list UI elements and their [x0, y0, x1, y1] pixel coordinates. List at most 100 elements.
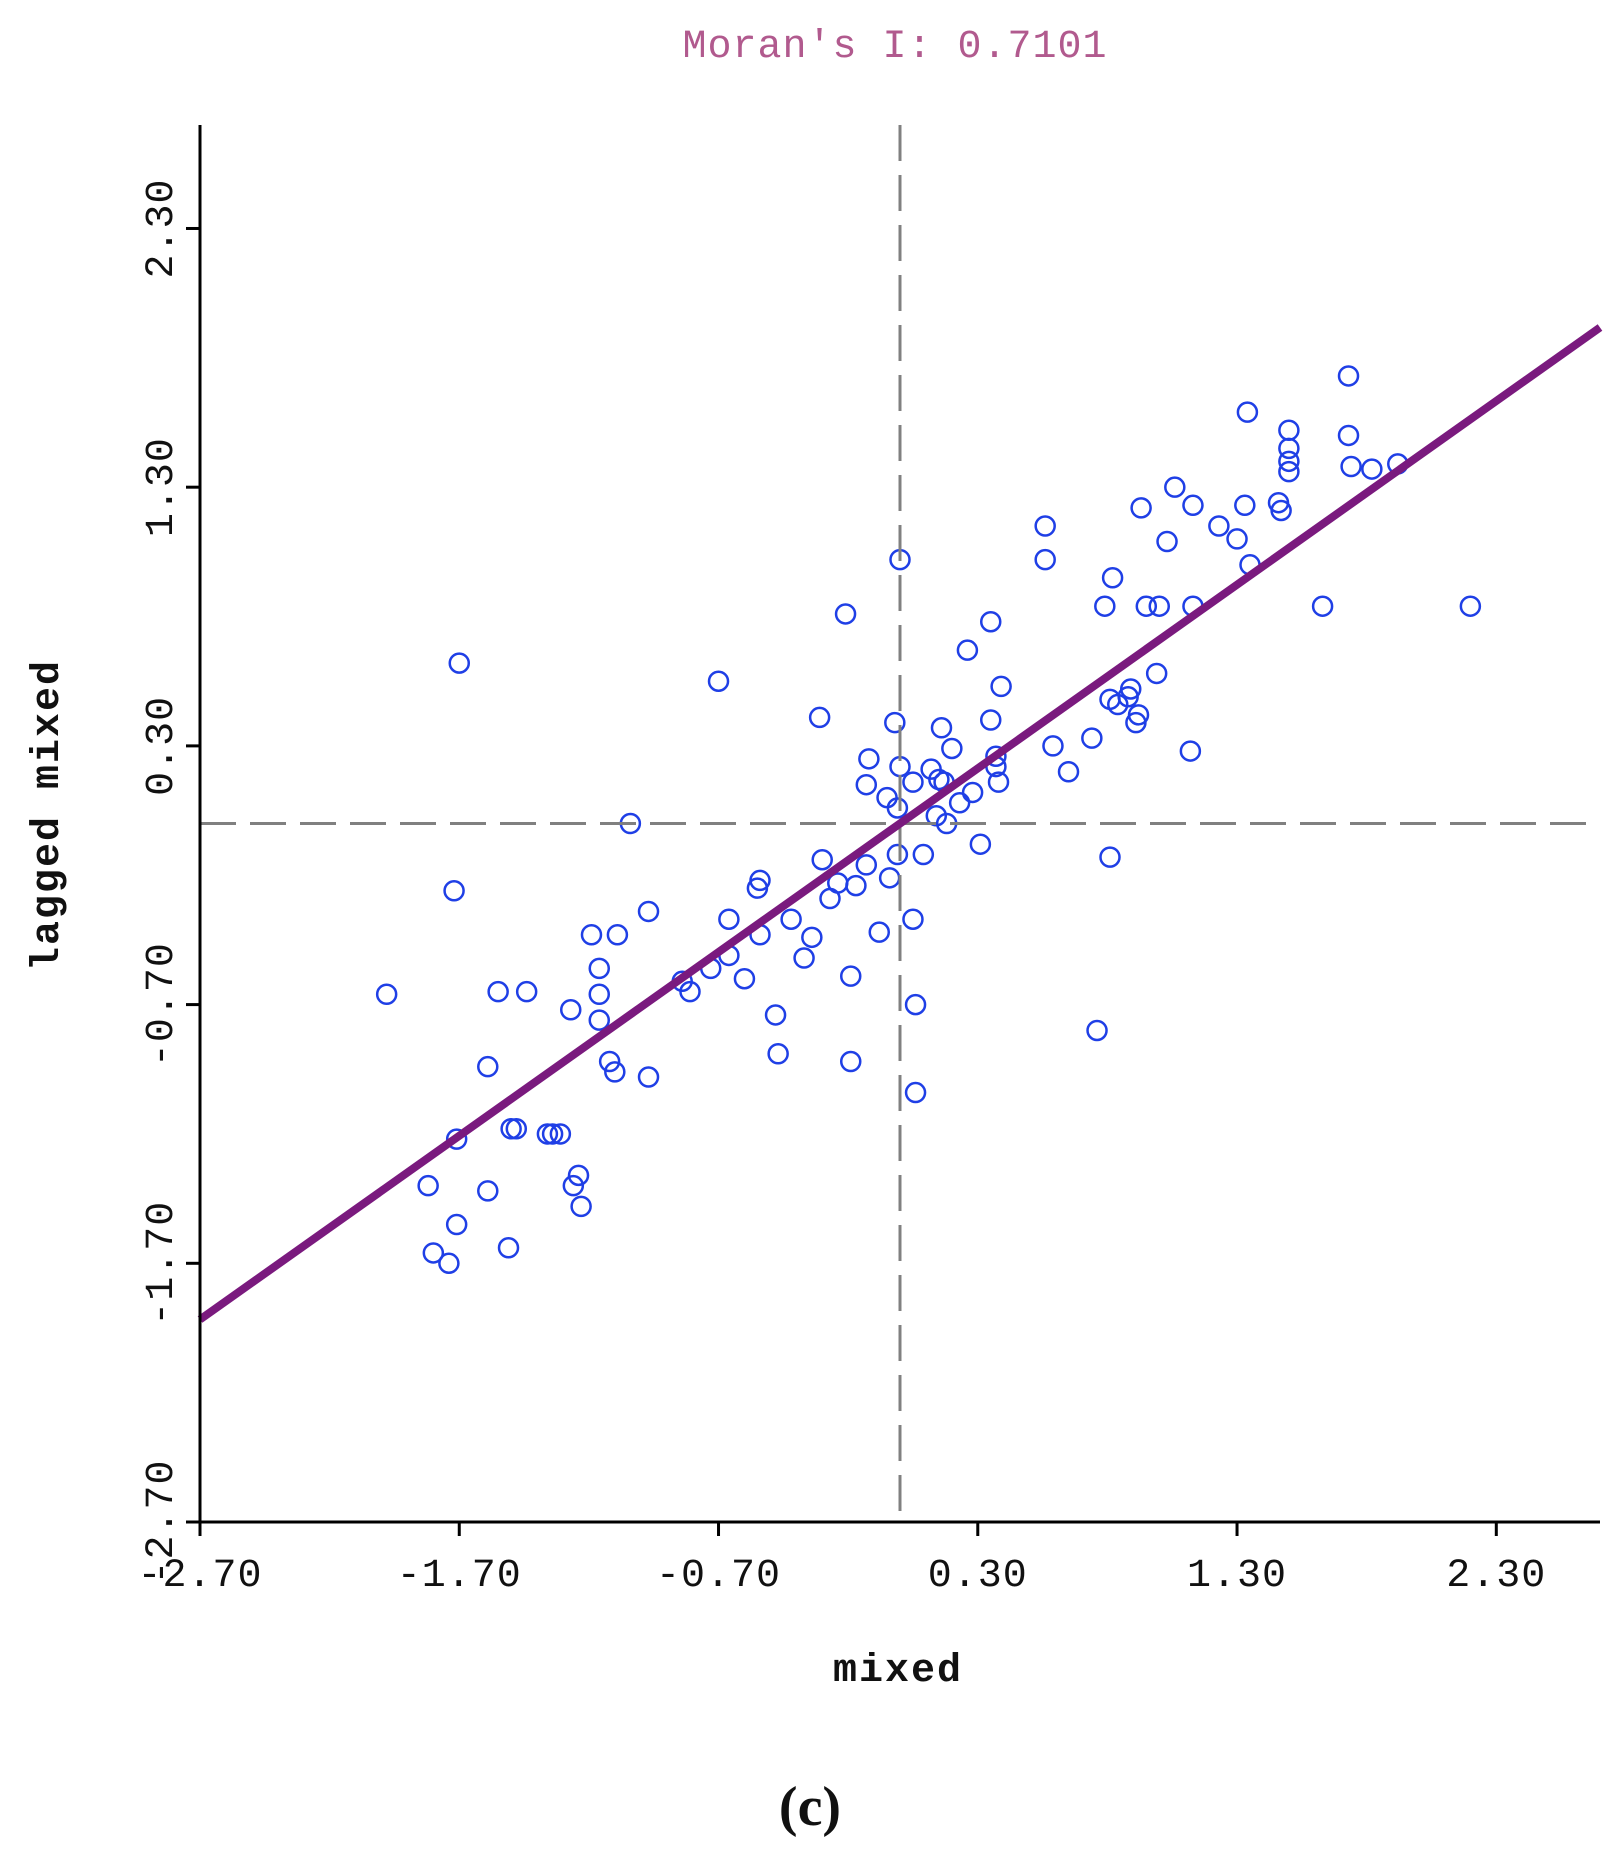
- data-point: [834, 603, 857, 625]
- data-point: [1135, 595, 1158, 617]
- data-point: [1130, 497, 1152, 519]
- data-point: [979, 610, 1002, 633]
- data-point: [1208, 515, 1230, 537]
- data-point: [979, 709, 1002, 731]
- data-point: [505, 1118, 528, 1140]
- data-point: [477, 1055, 499, 1078]
- data-point: [767, 1042, 789, 1065]
- data-point: [941, 737, 963, 760]
- data-point: [598, 1050, 621, 1073]
- y-tick-label: 0.30: [140, 696, 185, 796]
- data-point: [1311, 595, 1334, 617]
- data-point: [448, 652, 471, 674]
- data-point: [445, 1213, 468, 1236]
- data-point: [985, 745, 1007, 767]
- data-point: [588, 983, 611, 1005]
- data-point: [1337, 424, 1360, 447]
- data-point: [422, 1242, 445, 1264]
- data-point: [808, 706, 831, 729]
- x-tick-label: -0.70: [656, 1554, 781, 1599]
- data-point: [679, 980, 701, 1003]
- data-point: [487, 980, 509, 1003]
- data-point: [443, 880, 465, 902]
- data-point: [497, 1237, 520, 1259]
- data-point: [606, 923, 629, 946]
- x-tick-label: 0.30: [928, 1554, 1028, 1599]
- data-point: [855, 854, 878, 876]
- data-point: [1042, 735, 1064, 757]
- data-point: [1459, 595, 1482, 617]
- data-point: [477, 1180, 499, 1202]
- data-point: [845, 874, 867, 897]
- panel-label: (c): [779, 1776, 841, 1838]
- data-point: [902, 771, 924, 793]
- data-point: [1234, 494, 1256, 517]
- y-tick-label: -2.70: [140, 1459, 185, 1584]
- data-point: [858, 748, 880, 770]
- data-point: [733, 967, 756, 990]
- data-point: [541, 1123, 564, 1145]
- data-point: [559, 999, 582, 1021]
- chart-title: Moran's I: 0.7101: [682, 25, 1107, 70]
- data-point: [549, 1123, 572, 1145]
- data-point: [801, 926, 823, 949]
- regression-line: [197, 324, 1603, 1323]
- data-point: [604, 1061, 626, 1083]
- data-point: [500, 1118, 522, 1140]
- data-point: [1057, 761, 1080, 783]
- data-point: [536, 1123, 559, 1145]
- data-point: [515, 980, 538, 1003]
- data-point: [1081, 727, 1103, 749]
- data-point: [1145, 662, 1168, 685]
- data-point: [987, 771, 1010, 793]
- data-point: [1278, 437, 1300, 460]
- data-point: [749, 869, 771, 892]
- data-point: [884, 711, 906, 734]
- data-point: [886, 843, 909, 866]
- y-tick-label: 2.30: [140, 178, 185, 278]
- data-point: [878, 867, 901, 889]
- data-point: [969, 833, 992, 855]
- data-point: [1119, 678, 1142, 700]
- x-tick-label: 1.30: [1187, 1554, 1287, 1599]
- data-point: [1099, 846, 1121, 868]
- y-axis-title: lagged mixed: [26, 659, 71, 971]
- data-point: [956, 639, 979, 661]
- data-point: [1164, 476, 1186, 498]
- data-point: [1148, 595, 1171, 617]
- data-point: [886, 797, 909, 819]
- data-point: [904, 993, 927, 1016]
- x-tick-label: 2.30: [1446, 1554, 1546, 1599]
- data-point: [417, 1174, 439, 1197]
- data-point: [375, 983, 398, 1005]
- data-point: [764, 1004, 787, 1026]
- y-axis-ticks: -2.70 -1.70 -0.70 0.30 1.30 2.30: [140, 178, 200, 1585]
- data-point: [902, 908, 924, 930]
- data-point: [1278, 450, 1300, 473]
- data-point: [1094, 595, 1116, 617]
- data-point: [948, 792, 971, 814]
- data-point: [1278, 419, 1300, 442]
- data-point: [1101, 566, 1124, 589]
- data-point: [868, 921, 891, 943]
- data-point: [990, 675, 1012, 698]
- data-point: [588, 957, 611, 980]
- data-point: [793, 947, 815, 969]
- data-point: [1340, 455, 1362, 478]
- data-point: [876, 786, 898, 809]
- data-point: [567, 1164, 590, 1187]
- data-point: [445, 1128, 468, 1150]
- data-point: [1156, 530, 1178, 553]
- data-point: [637, 1066, 660, 1088]
- x-axis-title: mixed: [833, 1649, 963, 1694]
- data-point: [912, 843, 935, 866]
- scatter-points: [375, 365, 1482, 1275]
- data-point: [904, 1081, 927, 1104]
- y-tick-label: -0.70: [140, 942, 185, 1067]
- data-point: [1361, 458, 1383, 480]
- data-point: [1337, 365, 1360, 387]
- data-point: [839, 1050, 862, 1073]
- data-point: [1086, 1019, 1108, 1042]
- data-point: [961, 781, 984, 804]
